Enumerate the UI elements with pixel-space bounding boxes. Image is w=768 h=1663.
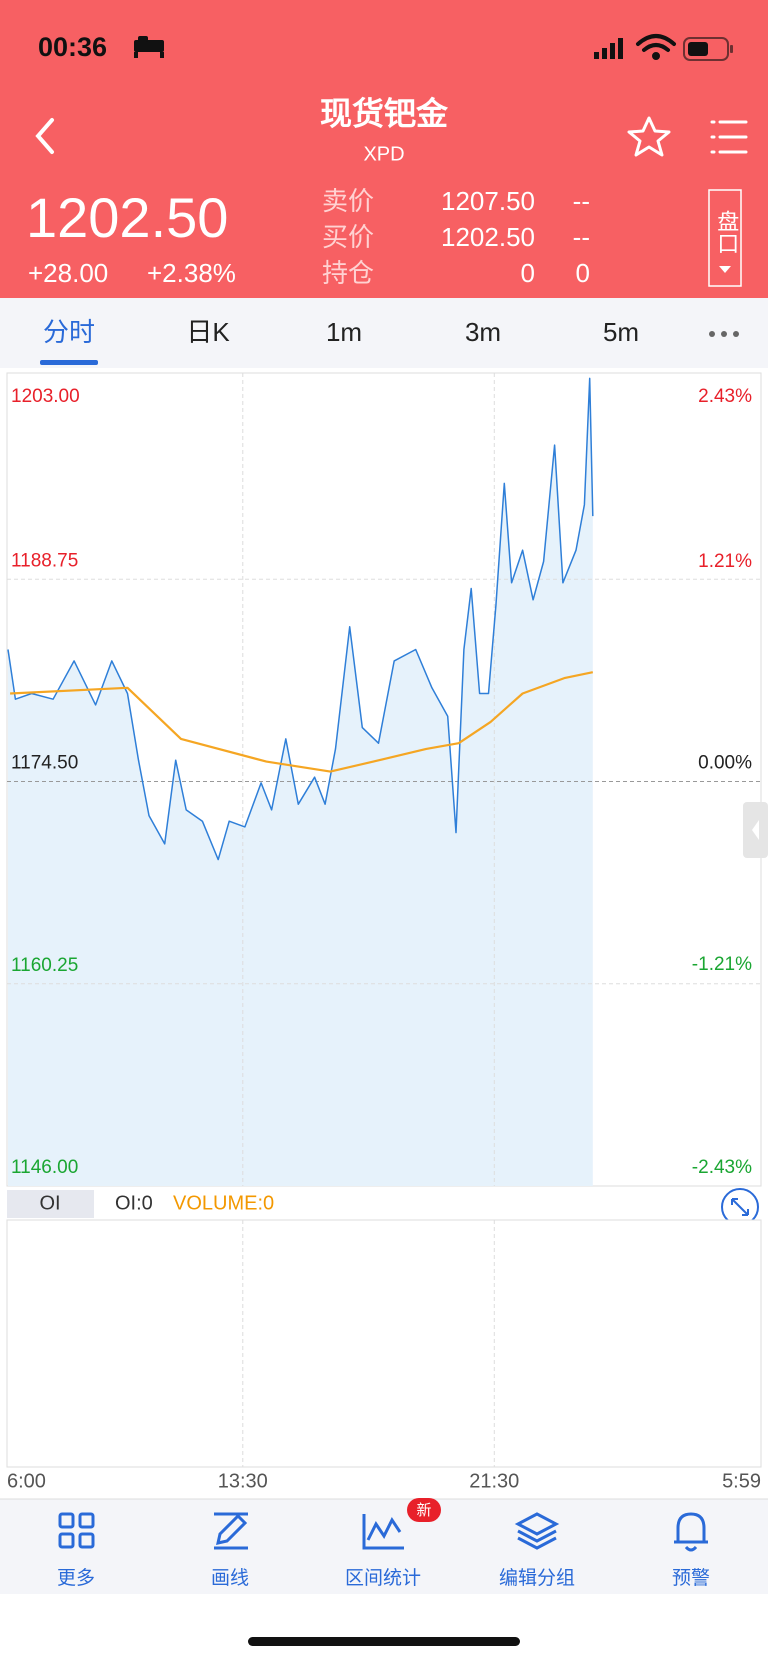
book-label: 买价: [322, 222, 374, 252]
menu-button[interactable]: [710, 120, 748, 154]
volume-grid: [242, 1220, 495, 1467]
toolbar-label[interactable]: 画线: [211, 1567, 249, 1589]
title: 现货钯金: [320, 95, 449, 131]
tab[interactable]: 日K: [186, 317, 230, 347]
x-tick-label: 13:30: [218, 1470, 268, 1492]
draw-icon[interactable]: [214, 1512, 248, 1550]
tabs: 分时 日K 1m 3m 5m: [43, 317, 639, 347]
subtitle: XPD: [363, 143, 404, 165]
range-icon[interactable]: [362, 1514, 404, 1550]
y-tick-label: 1188.75: [11, 550, 78, 571]
tab[interactable]: 3m: [465, 317, 501, 347]
book-value: 1202.50: [441, 222, 535, 252]
back-button[interactable]: [35, 118, 54, 154]
indicator-tab-label[interactable]: OI: [39, 1192, 60, 1214]
toolbar-label[interactable]: 编辑分组: [499, 1567, 575, 1589]
group-icon[interactable]: [514, 1512, 560, 1550]
y-tick-label: 1160.25: [11, 955, 78, 976]
order-book: 卖价 1207.50 -- 买价 1202.50 -- 持仓 0 0: [322, 186, 590, 288]
battery-icon: [683, 37, 733, 61]
volume-value: VOLUME:0: [173, 1192, 274, 1214]
toolbar-label[interactable]: 区间统计: [345, 1567, 421, 1589]
header-bg: [0, 0, 768, 298]
panel-arrow: [719, 266, 731, 273]
volume-pane: [6, 1219, 762, 1468]
last-price: 1202.50: [26, 186, 228, 249]
side-handle-arrow: [752, 820, 759, 840]
toolbar-label[interactable]: 预警: [672, 1567, 710, 1589]
book-extra: --: [573, 186, 590, 216]
badge-bg: [407, 1498, 441, 1522]
tab-indicator: [40, 360, 98, 365]
signal-icon: [594, 38, 623, 59]
y-tick-label: 1203.00: [11, 386, 80, 407]
panel-button[interactable]: [708, 189, 742, 287]
y-tick-label: 1174.50: [11, 753, 78, 774]
y2-tick-label: -2.43%: [692, 1157, 752, 1178]
price-change: +28.00: [28, 258, 108, 288]
oi-value: OI:0: [115, 1192, 153, 1214]
y2-tick-label: 2.43%: [698, 386, 752, 407]
alert-icon[interactable]: [674, 1512, 708, 1552]
book-label: 卖价: [322, 186, 374, 216]
tab[interactable]: 5m: [603, 317, 639, 347]
price-chart: 1203.00 1188.75 1174.50 1160.25 1146.00 2.43%…: [6, 372, 762, 1187]
tab[interactable]: 分时: [43, 317, 95, 347]
panel-button-label[interactable]: 盘口: [714, 210, 739, 254]
book-extra: --: [573, 222, 590, 252]
book-value: 0: [521, 258, 535, 288]
price-change-percent: +2.38%: [147, 258, 236, 288]
x-tick-label: 21:30: [469, 1470, 519, 1492]
home-indicator: [248, 1637, 520, 1646]
y-tick-label: 1146.00: [11, 1157, 78, 1178]
y2-tick-label: 1.21%: [698, 551, 752, 572]
book-value: 1207.50: [441, 186, 535, 216]
badge: 新: [416, 1502, 431, 1519]
price-line: [7, 377, 594, 861]
more-icon[interactable]: [58, 1512, 95, 1549]
tab-bar: [0, 298, 768, 368]
y2-tick-label: -1.21%: [692, 954, 752, 975]
toolbar-icons: [58, 1512, 708, 1552]
toolbar-label[interactable]: 更多: [57, 1567, 95, 1589]
status-time: 00:36: [38, 32, 107, 62]
book-extra: 0: [576, 258, 590, 288]
average-line: [10, 671, 594, 773]
x-tick-label: 6:00: [7, 1470, 46, 1492]
more-tabs[interactable]: [709, 331, 739, 337]
tab[interactable]: 1m: [326, 317, 362, 347]
book-label: 持仓: [322, 258, 374, 288]
x-tick-label: 5:59: [722, 1470, 761, 1492]
y2-tick-label: 0.00%: [698, 753, 752, 774]
favorite-button[interactable]: [627, 116, 671, 157]
wifi-icon: [636, 34, 676, 60]
sleep-icon: [134, 36, 164, 58]
indicator-tab[interactable]: [7, 1190, 94, 1218]
